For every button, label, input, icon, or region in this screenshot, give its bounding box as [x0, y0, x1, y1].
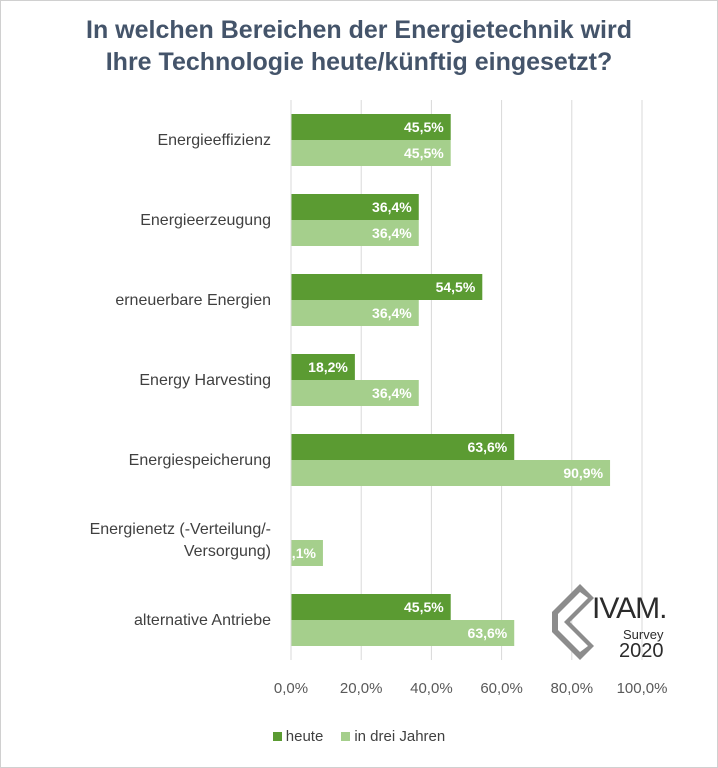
bar-in-drei-jahren: [291, 220, 419, 246]
data-label: 36,4%: [372, 225, 412, 241]
bar-heute: [291, 354, 355, 380]
bar-in-drei-jahren: [291, 540, 323, 566]
bar-heute: [291, 194, 419, 220]
bar-in-drei-jahren: [291, 620, 515, 646]
legend-swatch-in-drei-jahren: [341, 732, 351, 741]
x-tick-label: 80,0%: [551, 680, 594, 697]
data-label: 45,5%: [404, 145, 444, 161]
legend-item-heute: heute: [272, 728, 324, 745]
category-label: Energy Harvesting: [139, 372, 271, 389]
data-label: 63,6%: [468, 439, 508, 455]
category-label: Energienetz (-Verteilung/-: [90, 521, 271, 538]
chart-title-line-1: In welchen Bereichen der Energietechnik …: [86, 16, 632, 44]
legend-swatch-heute: [272, 732, 282, 741]
chart-legend: heute in drei Jahren: [0, 728, 718, 745]
legend-label-heute: heute: [285, 728, 324, 745]
bar-in-drei-jahren: [291, 300, 419, 326]
category-label: Energieerzeugung: [140, 212, 271, 229]
data-label: 90,9%: [563, 465, 603, 481]
ivam-survey-logo: IVAM. Survey 2020: [548, 580, 678, 670]
logo-year: 2020: [619, 640, 664, 662]
bar-heute: [291, 114, 451, 140]
data-label: 45,5%: [404, 119, 444, 135]
bar-heute: [291, 594, 451, 620]
bar-in-drei-jahren: [291, 460, 611, 486]
legend-item-in-drei-jahren: in drei Jahren: [341, 728, 445, 745]
bar-heute: [291, 434, 515, 460]
category-label: Energiespeicherung: [129, 452, 271, 469]
logo-brand: IVAM.: [592, 592, 667, 625]
category-label: Energieeffizienz: [157, 132, 271, 149]
logo-mark-icon: [552, 584, 594, 660]
data-label: 36,4%: [372, 385, 412, 401]
data-label: 45,5%: [404, 599, 444, 615]
category-label: alternative Antriebe: [134, 612, 271, 629]
data-label: 9,1%: [284, 545, 316, 561]
data-label: 18,2%: [308, 359, 348, 375]
chart-title: In welchen Bereichen der Energietechnik …: [0, 14, 718, 78]
bar-in-drei-jahren: [291, 380, 419, 406]
data-label: 36,4%: [372, 305, 412, 321]
x-tick-label: 60,0%: [480, 680, 523, 697]
legend-label-in-drei-jahren: in drei Jahren: [354, 728, 446, 745]
logo-survey: Survey: [623, 627, 664, 642]
x-tick-label: 100,0%: [617, 680, 668, 697]
category-label: Versorgung): [184, 543, 271, 560]
x-tick-label: 0,0%: [274, 680, 308, 697]
bar-in-drei-jahren: [291, 140, 451, 166]
x-tick-label: 20,0%: [340, 680, 383, 697]
data-label: 36,4%: [372, 199, 412, 215]
bar-heute: [291, 274, 483, 300]
data-label: 63,6%: [468, 625, 508, 641]
category-label: erneuerbare Energien: [115, 292, 271, 309]
data-label: 54,5%: [436, 279, 476, 295]
chart-title-line-2: Ihre Technologie heute/künftig eingesetz…: [105, 48, 613, 76]
x-tick-label: 40,0%: [410, 680, 453, 697]
